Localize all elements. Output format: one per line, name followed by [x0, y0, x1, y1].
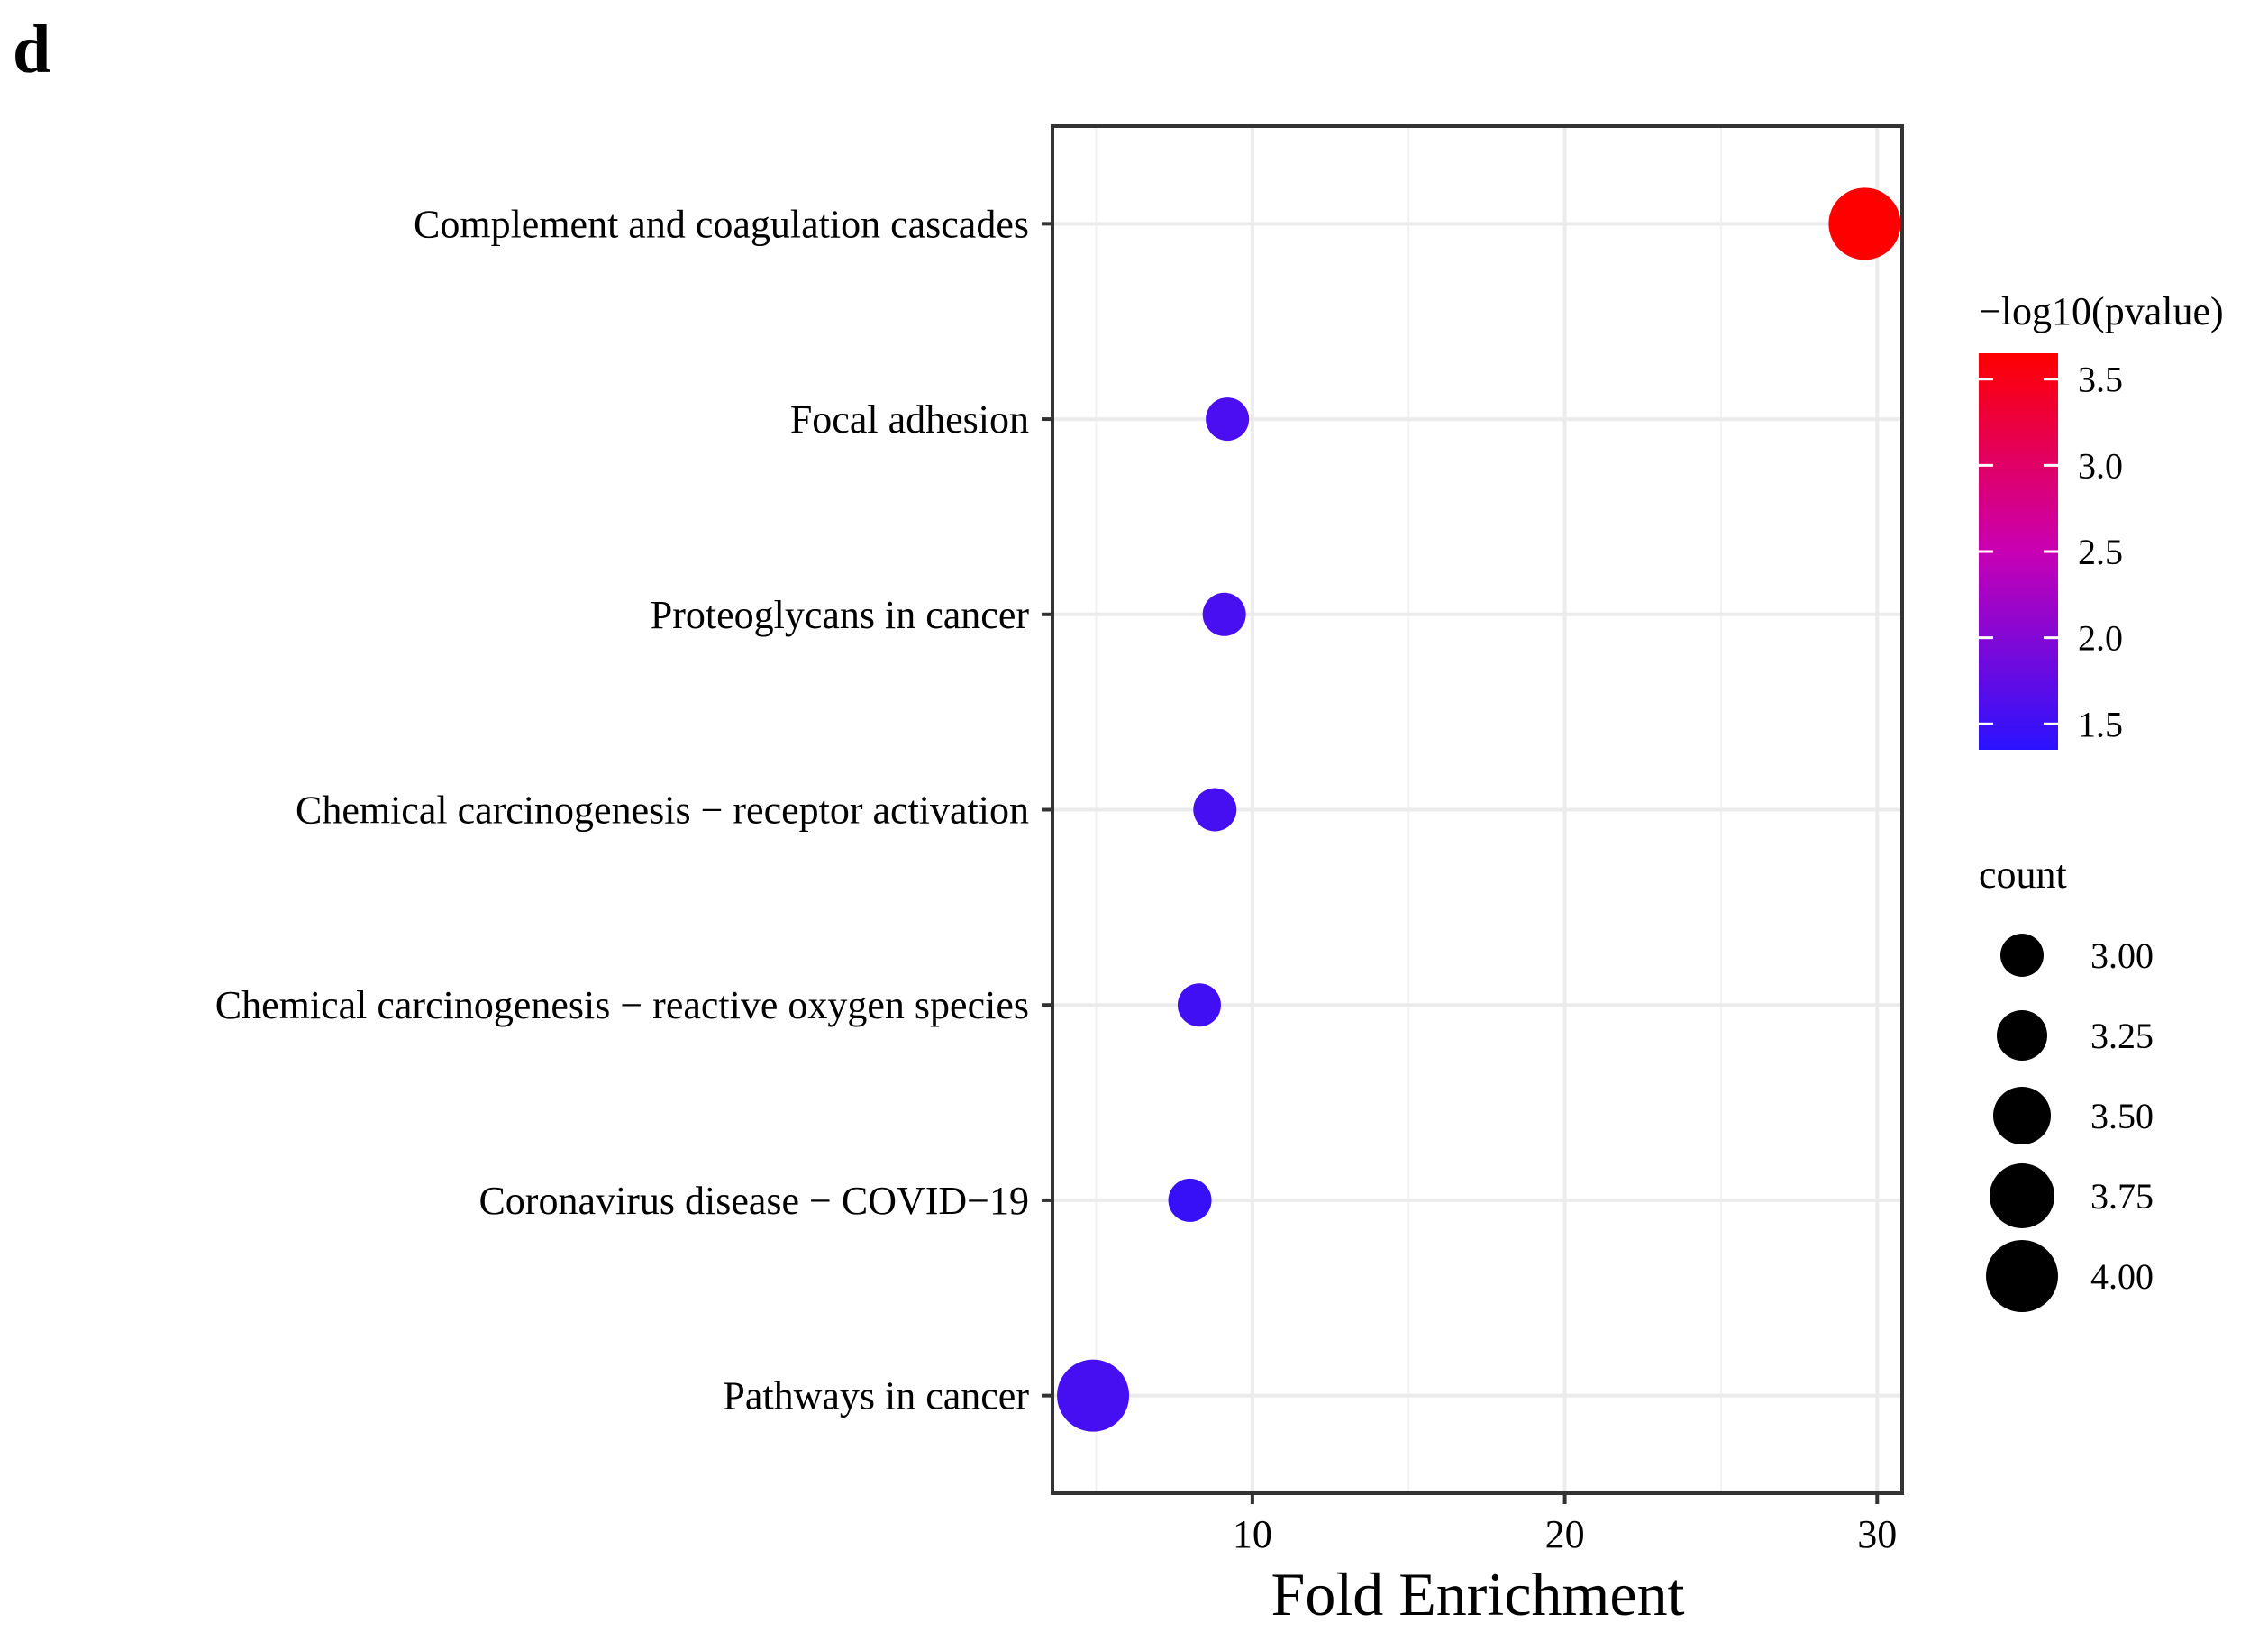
y-tick-label: Complement and coagulation cascades [414, 202, 1029, 246]
y-tick-label: Chemical carcinogenesis − reactive oxyge… [215, 983, 1029, 1027]
y-axis: Complement and coagulation cascades Focal… [215, 202, 1052, 1418]
size-legend-key [1986, 1240, 2058, 1312]
size-legend-label: 3.00 [2090, 935, 2154, 976]
color-legend-label: 3.0 [2078, 445, 2123, 486]
color-legend-title: −log10(pvalue) [1979, 289, 2224, 333]
size-legend-key [2000, 934, 2044, 977]
data-point [1177, 983, 1221, 1027]
panel-label: d [13, 12, 50, 87]
data-point [1202, 592, 1246, 636]
size-legend-label: 3.50 [2090, 1096, 2154, 1136]
data-point [1168, 1178, 1212, 1222]
color-legend-label: 1.5 [2078, 704, 2123, 744]
color-legend-label: 2.0 [2078, 618, 2123, 659]
color-legend-label: 2.5 [2078, 532, 2123, 572]
size-legend-key [1997, 1010, 2047, 1061]
data-point [1206, 397, 1250, 442]
size-legend-label: 4.00 [2090, 1256, 2154, 1297]
size-legend: count 3.00 3.25 3.50 3.75 4.00 [1979, 852, 2154, 1312]
size-legend-label: 3.75 [2090, 1176, 2154, 1217]
size-legend-key [1990, 1163, 2054, 1228]
x-tick-label: 20 [1545, 1512, 1585, 1556]
size-legend-title: count [1979, 852, 2067, 897]
data-point [1193, 788, 1237, 832]
x-axis: 10 20 30 [1233, 1493, 1897, 1556]
y-tick-label: Chemical carcinogenesis − receptor activ… [296, 789, 1029, 833]
x-axis-title: Fold Enrichment [1271, 1560, 1685, 1628]
color-legend-label: 3.5 [2078, 360, 2123, 400]
x-tick-label: 30 [1857, 1512, 1897, 1556]
y-tick-label: Pathways in cancer [723, 1374, 1029, 1418]
data-point [1057, 1359, 1130, 1432]
data-point [1828, 187, 1901, 260]
y-tick-label: Proteoglycans in cancer [651, 593, 1030, 637]
size-legend-key [1993, 1087, 2051, 1144]
x-tick-label: 10 [1233, 1512, 1272, 1556]
color-legend: −log10(pvalue) 1.5 2.0 2.5 3.0 3.5 [1979, 289, 2224, 750]
gridlines [1052, 126, 1902, 1493]
y-tick-label: Focal adhesion [790, 397, 1029, 442]
size-legend-label: 3.25 [2090, 1016, 2154, 1056]
y-tick-label: Coronavirus disease − COVID−19 [478, 1179, 1029, 1223]
data-points [1057, 187, 1901, 1432]
